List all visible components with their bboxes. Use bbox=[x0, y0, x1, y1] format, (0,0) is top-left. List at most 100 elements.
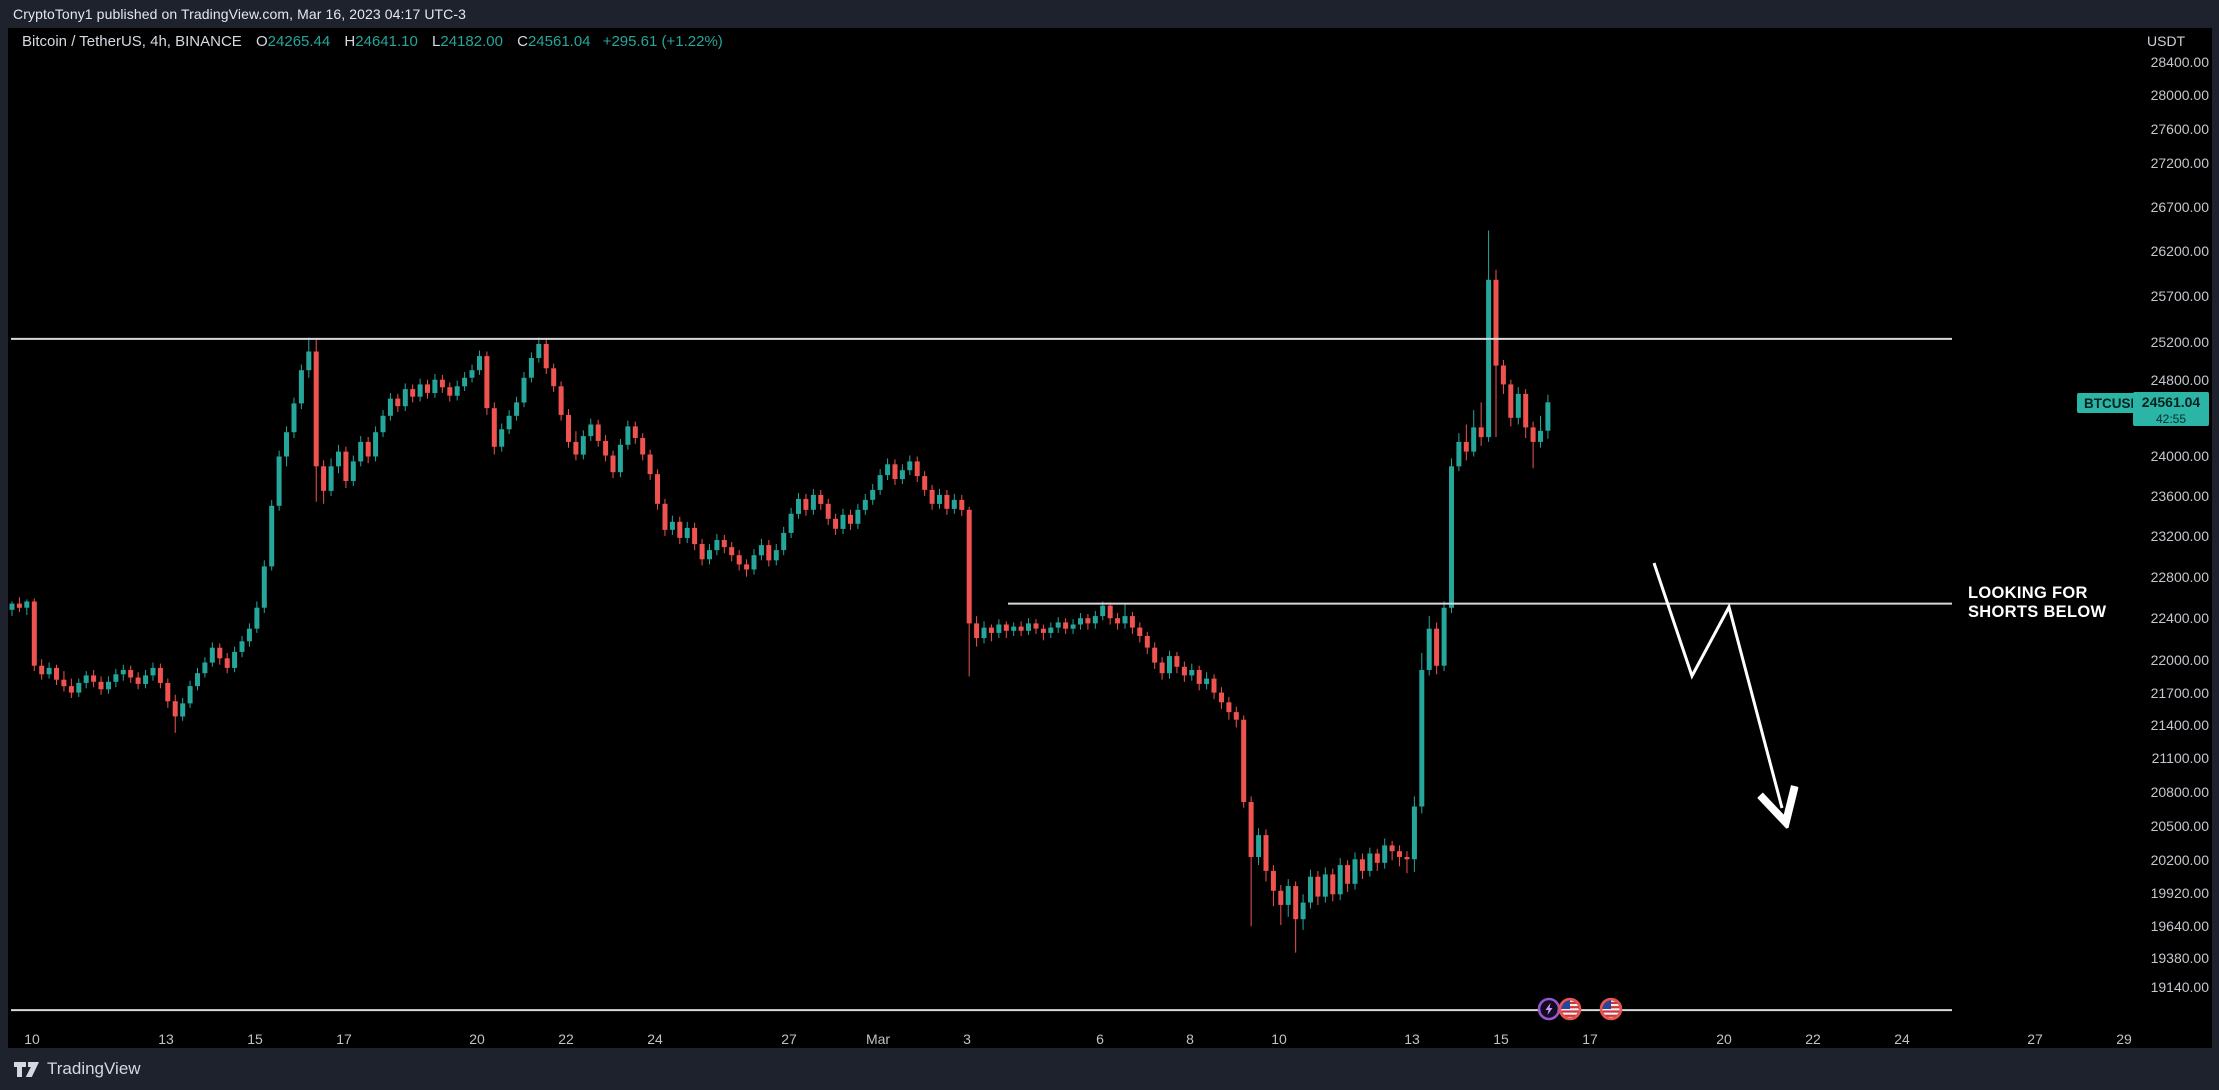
symbol-legend: Bitcoin / TetherUS, 4h, BINANCE O24265.4… bbox=[22, 33, 723, 50]
candle-body bbox=[31, 601, 37, 666]
candle-body bbox=[276, 456, 282, 506]
candle-body bbox=[1174, 656, 1180, 667]
time-tick-label: Mar bbox=[865, 1031, 891, 1047]
candle-body bbox=[54, 667, 59, 680]
candle-body bbox=[1033, 623, 1039, 629]
candle-body bbox=[68, 686, 74, 693]
price-tick-label: 23200.00 bbox=[2150, 528, 2209, 544]
us-flag-event-icon[interactable] bbox=[1558, 997, 1582, 1021]
candle-body bbox=[810, 494, 816, 510]
candle-body bbox=[232, 651, 238, 668]
candle-body bbox=[647, 454, 653, 475]
time-tick-label: 13 bbox=[158, 1031, 174, 1047]
candle-body bbox=[907, 461, 913, 471]
candle-body bbox=[1545, 402, 1551, 431]
candle-body bbox=[491, 408, 497, 447]
candle-body bbox=[350, 461, 356, 482]
candle-body bbox=[61, 679, 67, 687]
candle-body bbox=[454, 386, 460, 396]
candle-body bbox=[514, 402, 520, 416]
candle-body bbox=[224, 658, 230, 668]
candle-body bbox=[729, 547, 735, 556]
candle-body bbox=[796, 498, 801, 514]
candle-body bbox=[1478, 427, 1484, 438]
candle-body bbox=[1434, 628, 1440, 666]
candle-body bbox=[1055, 622, 1061, 628]
candle-body bbox=[1456, 441, 1462, 467]
candle-body bbox=[558, 386, 564, 415]
last-price-label: 24561.04 bbox=[2133, 392, 2209, 411]
candle-body bbox=[477, 356, 482, 371]
time-tick-label: 29 bbox=[2116, 1031, 2132, 1047]
annotation-line-2: SHORTS BELOW bbox=[1968, 603, 2107, 621]
time-tick-label: 22 bbox=[1805, 1031, 1821, 1047]
candle-body bbox=[766, 545, 772, 561]
snapshot-footer-bar: TradingView bbox=[0, 1048, 2219, 1090]
candle-body bbox=[996, 624, 1002, 633]
time-tick-label: 17 bbox=[336, 1031, 352, 1047]
candle-body bbox=[1389, 845, 1395, 852]
time-tick-label: 3 bbox=[963, 1031, 971, 1047]
candle-body bbox=[669, 521, 675, 530]
candle-body bbox=[1278, 890, 1284, 905]
candle-body bbox=[1382, 845, 1388, 863]
candle-body bbox=[1486, 279, 1492, 438]
close-label: C bbox=[517, 33, 528, 50]
candle-body bbox=[83, 675, 89, 683]
candle-body bbox=[684, 527, 690, 538]
candle-body bbox=[1181, 666, 1187, 676]
candle-body bbox=[944, 494, 950, 509]
us-flag-event-icon[interactable] bbox=[1599, 997, 1623, 1021]
candle-body bbox=[284, 432, 289, 457]
candle-body bbox=[1152, 647, 1158, 663]
candle-body bbox=[877, 475, 883, 490]
price-tick-label: 26200.00 bbox=[2150, 243, 2209, 259]
chart-surface[interactable] bbox=[8, 28, 2212, 1048]
candle-body bbox=[803, 498, 809, 510]
candle-body bbox=[1493, 279, 1499, 366]
candle-body bbox=[580, 436, 586, 455]
candle-body bbox=[195, 673, 200, 687]
candle-body bbox=[209, 647, 215, 663]
candle-body bbox=[677, 521, 683, 538]
candle-body bbox=[1078, 618, 1083, 625]
candle-body bbox=[1196, 670, 1202, 684]
candle-body bbox=[113, 674, 119, 682]
candle-body bbox=[707, 550, 712, 560]
candle-body bbox=[313, 351, 319, 467]
candle-body bbox=[617, 444, 623, 473]
time-tick-label: 20 bbox=[469, 1031, 485, 1047]
time-tick-label: 20 bbox=[1716, 1031, 1732, 1047]
candle-body bbox=[135, 677, 141, 684]
candle-body bbox=[1285, 886, 1291, 905]
candle-body bbox=[202, 662, 208, 674]
lightning-event-icon[interactable] bbox=[1537, 997, 1561, 1021]
candle-body bbox=[610, 455, 616, 473]
candle-body bbox=[395, 398, 401, 407]
candle-body bbox=[1129, 616, 1135, 628]
candle-body bbox=[143, 675, 149, 684]
candle-body bbox=[39, 665, 45, 675]
candle-body bbox=[402, 389, 408, 407]
tradingview-logo[interactable]: TradingView bbox=[13, 1059, 141, 1079]
price-tick-label: 25200.00 bbox=[2150, 334, 2209, 350]
candle-body bbox=[899, 470, 905, 480]
candle-body bbox=[625, 426, 631, 445]
candle-body bbox=[1063, 622, 1069, 629]
price-tick-label: 22800.00 bbox=[2150, 569, 2209, 585]
candle-body bbox=[1300, 902, 1306, 920]
candle-body bbox=[447, 387, 453, 396]
candle-body bbox=[1508, 384, 1514, 418]
candle-body bbox=[9, 603, 15, 610]
price-tick-label: 27200.00 bbox=[2150, 155, 2209, 171]
shorts-arrow[interactable] bbox=[1652, 562, 1782, 808]
candle-body bbox=[410, 389, 416, 397]
close-value: 24561.04 bbox=[527, 33, 591, 50]
candle-body bbox=[1159, 662, 1165, 674]
candle-body bbox=[298, 370, 304, 404]
candle-body bbox=[1419, 670, 1425, 807]
candle-body bbox=[1167, 656, 1172, 674]
candle-body bbox=[358, 441, 364, 462]
candle-body bbox=[521, 377, 527, 403]
price-tick-label: 25700.00 bbox=[2150, 288, 2209, 304]
